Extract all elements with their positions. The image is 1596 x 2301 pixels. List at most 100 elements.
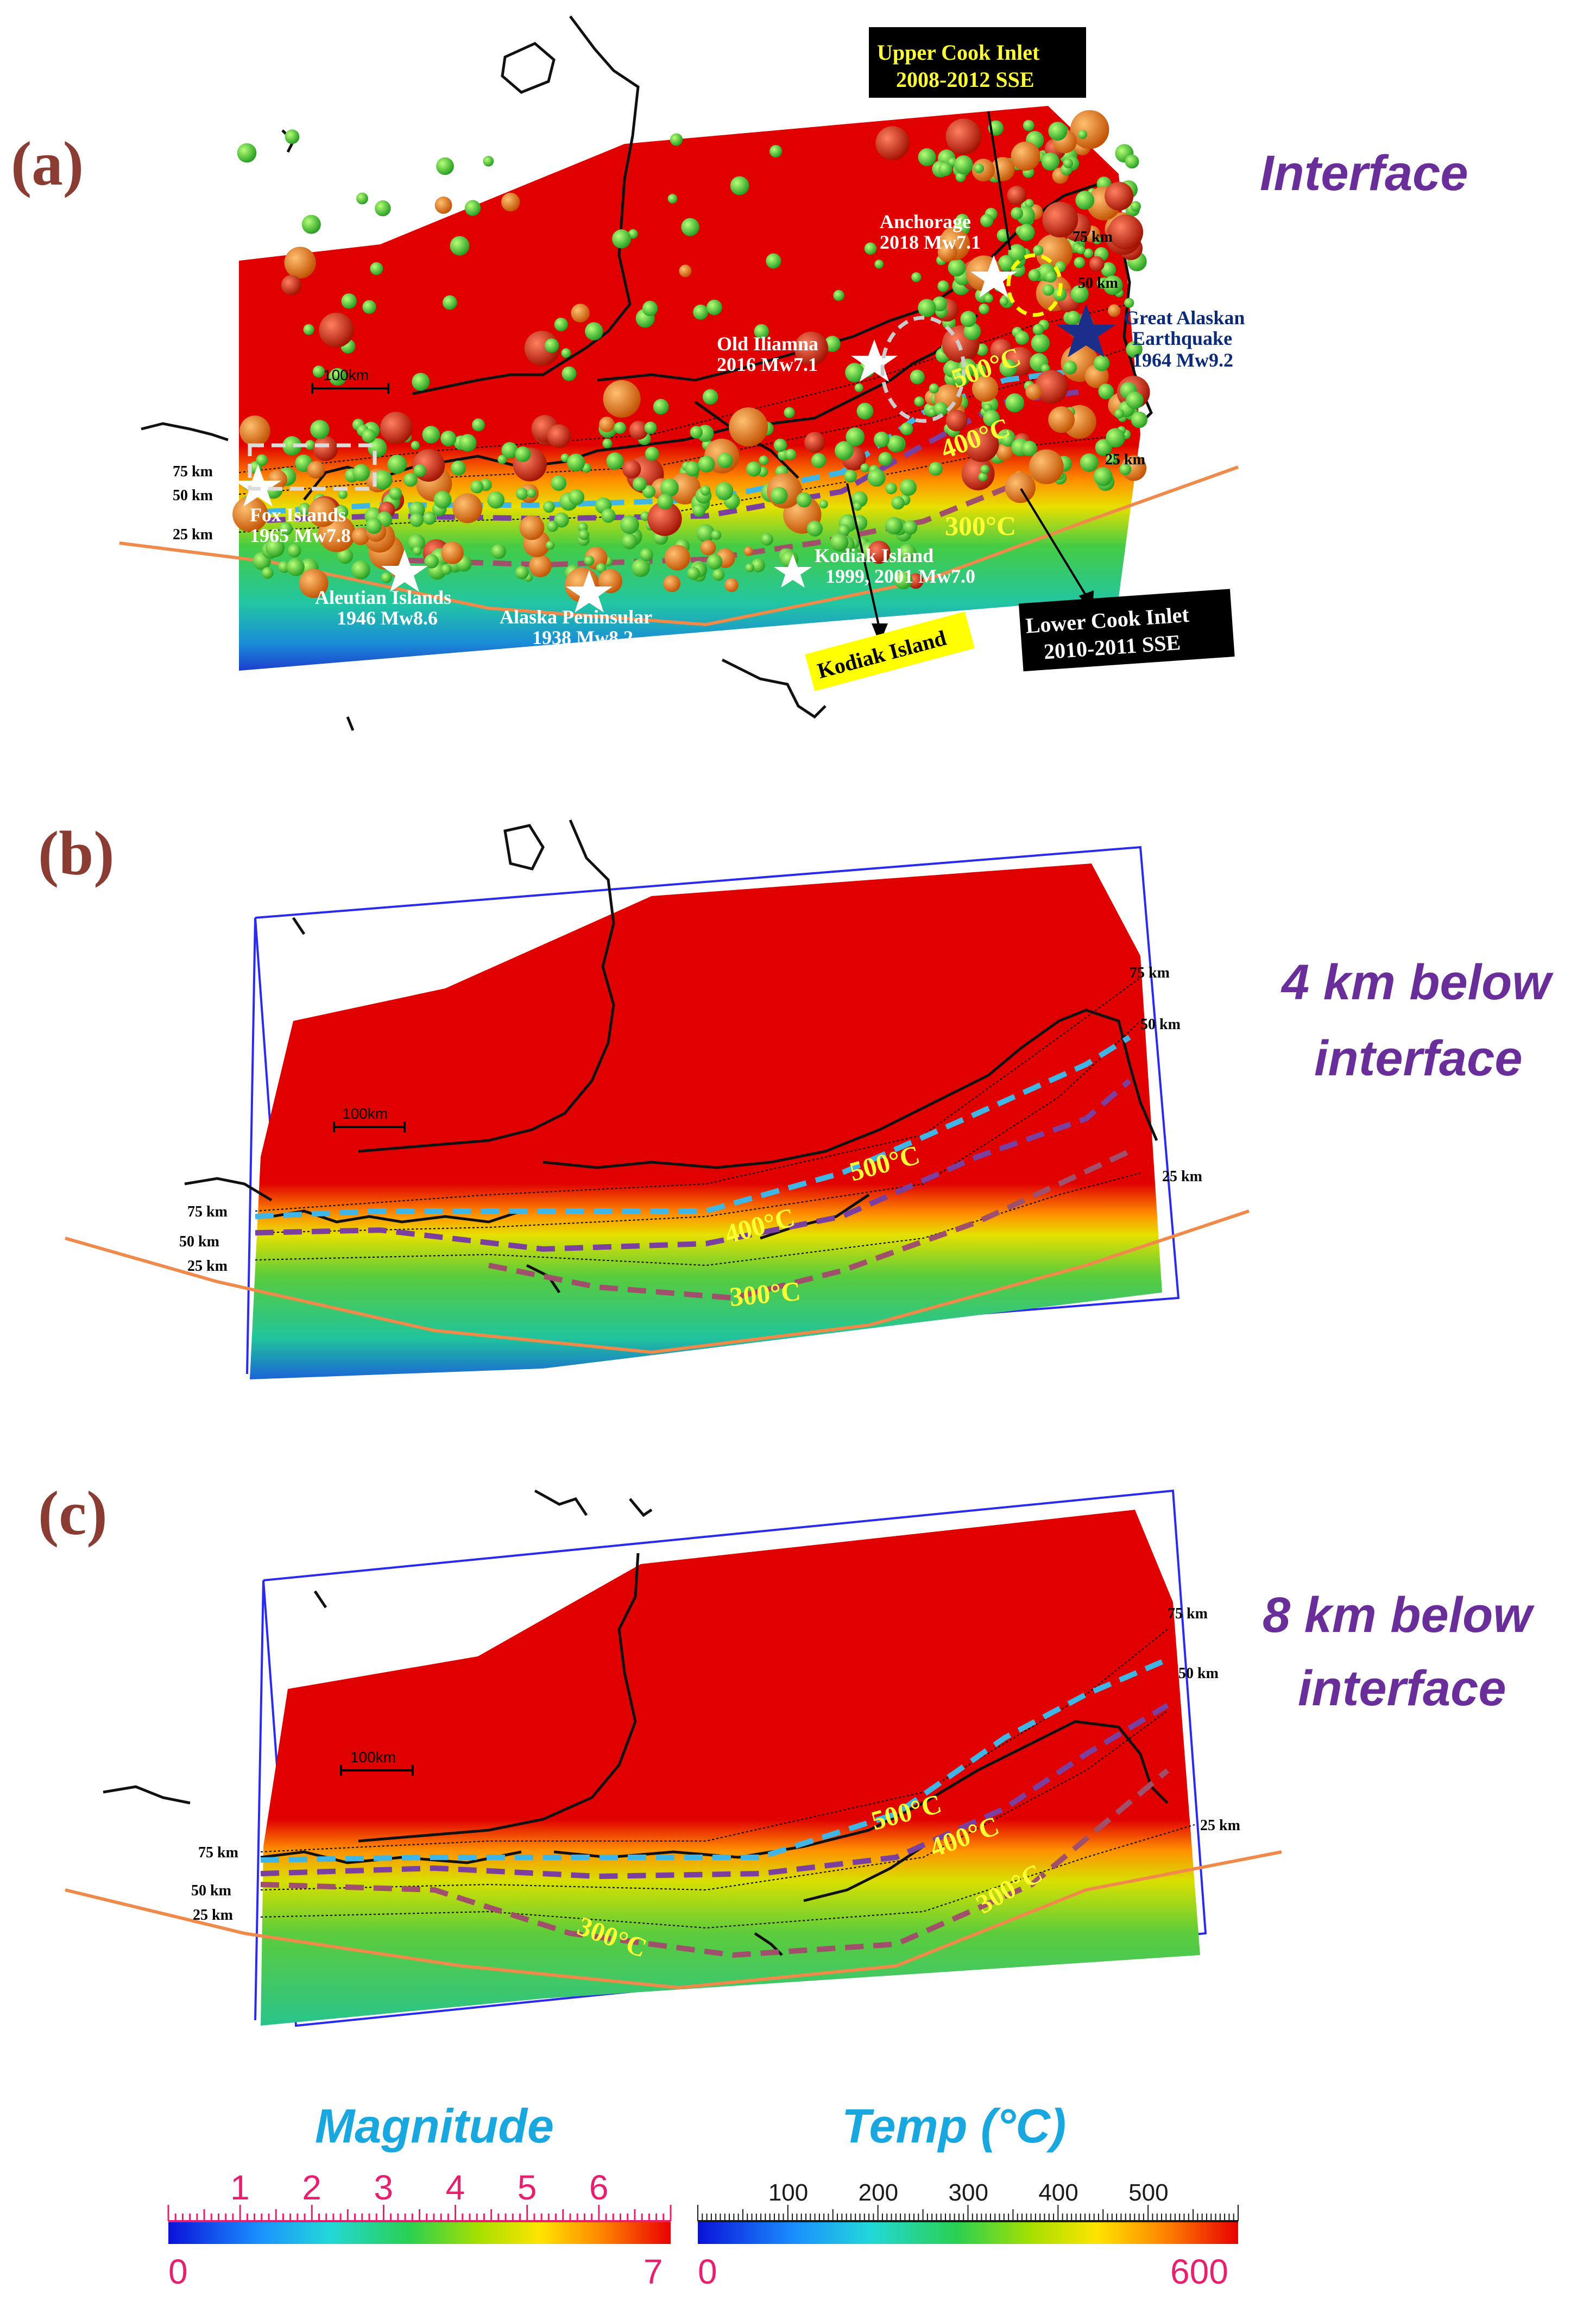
panel-c-title-line2: interface (1298, 1661, 1506, 1716)
earthquake-marker (955, 172, 966, 182)
earthquake-marker (657, 494, 673, 510)
star-great-alaskan (1057, 304, 1115, 357)
isotherm-500-c (260, 1659, 1163, 1863)
earthquake-marker (696, 524, 715, 543)
depth-label-25-b: 25 km (187, 1258, 228, 1275)
earthquake-marker (1018, 224, 1035, 241)
earthquake-marker (1028, 269, 1041, 281)
depth-label-right-75-b: 75 km (1130, 964, 1170, 981)
earthquake-marker (1015, 331, 1029, 345)
event-anchorage-detail: 2018 Mw7.1 (880, 231, 981, 253)
earthquake-marker (999, 359, 1017, 377)
earthquake-marker (743, 546, 753, 556)
earthquake-marker (440, 564, 452, 575)
earthquake-marker (413, 546, 422, 556)
earthquake-marker (903, 520, 918, 534)
earthquake-marker (262, 567, 274, 579)
earthquake-marker (529, 554, 552, 577)
depth-label-right-50-c: 50 km (1178, 1665, 1219, 1682)
earthquake-marker (910, 369, 925, 384)
earthquake-marker (1070, 285, 1089, 303)
isotherm-400-c (260, 1703, 1169, 1880)
earthquake-marker (554, 317, 568, 332)
earthquake-marker (562, 366, 577, 381)
earthquake-marker (1033, 245, 1044, 256)
colorbar-magnitude-gradient (168, 2221, 671, 2244)
earthquake-marker (239, 415, 270, 446)
earthquake-marker (451, 461, 466, 476)
earthquake-marker (560, 453, 570, 463)
earthquake-marker (286, 558, 305, 576)
earthquake-marker (458, 434, 477, 452)
earthquake-marker (996, 443, 1014, 461)
earthquake-marker (310, 420, 330, 439)
event-fox-detail: 1965 Mw7.8 (250, 525, 351, 546)
earthquake-marker (1034, 370, 1069, 404)
depth-label-50-b: 50 km (179, 1233, 219, 1250)
earthquake-marker (642, 300, 658, 317)
earthquake-marker (602, 438, 613, 449)
depth-label-25-c: 25 km (193, 1907, 233, 1924)
earthquake-marker (717, 452, 733, 469)
star-aleutian (381, 550, 428, 592)
earthquake-marker (519, 515, 545, 540)
kodiak-island-tag: Kodiak Island (805, 612, 975, 691)
earthquake-marker (669, 472, 701, 505)
event-fox-name: Fox Islands (250, 504, 346, 526)
earthquake-marker (603, 380, 641, 418)
earthquake-marker (670, 133, 683, 146)
earthquake-marker (724, 578, 739, 592)
earthquake-marker (760, 533, 773, 546)
earthquake-marker (773, 438, 787, 452)
earthquake-marker (301, 215, 321, 234)
earthquake-marker (516, 487, 528, 500)
depth-label-right-75-a: 75 km (1073, 229, 1113, 245)
earthquake-marker (711, 529, 722, 540)
colorbar-temperature-minor-ticks (697, 2205, 1239, 2221)
earthquake-marker (1083, 248, 1094, 259)
earthquake-marker (620, 515, 639, 534)
earthquake-marker (440, 430, 457, 446)
earthquake-marker (653, 399, 669, 415)
earthquake-marker (1029, 449, 1064, 484)
earthquake-marker (874, 260, 884, 269)
colorbar-magnitude-tick-label: 6 (589, 2168, 609, 2207)
earthquake-marker (281, 275, 302, 295)
scale-bar-a: 100km (311, 367, 389, 394)
earthquake-marker (642, 485, 655, 499)
earthquake-marker (796, 492, 812, 508)
earthquake-marker (983, 409, 1000, 427)
earthquake-marker (403, 472, 418, 487)
earthquake-marker (692, 503, 706, 517)
earthquake-marker (1114, 408, 1125, 419)
earthquake-marker (845, 363, 865, 382)
earthquake-marker (1048, 122, 1068, 141)
earthquake-marker (515, 565, 529, 579)
panel-b-title-line1: 4 km below (1280, 955, 1554, 1010)
slab-surface-b (250, 863, 1162, 1379)
earthquake-marker (894, 570, 913, 589)
earthquake-marker (647, 501, 682, 536)
earthquake-marker (900, 479, 917, 496)
earthquake-marker (305, 440, 316, 450)
earthquake-marker (1031, 333, 1050, 352)
earthquake-marker (681, 218, 699, 236)
earthquake-marker (854, 383, 863, 393)
earthquake-marker (875, 126, 910, 160)
trench-b (65, 1209, 1250, 1354)
earthquake-marker (433, 490, 452, 509)
star-kodiak (774, 554, 812, 588)
earthquake-marker (867, 540, 891, 564)
earthquake-marker (885, 482, 897, 494)
earthquake-marker (578, 529, 590, 540)
earthquake-marker (596, 563, 607, 573)
earthquake-marker (838, 524, 850, 537)
earthquake-marker (898, 544, 917, 562)
earthquake-marker (1119, 463, 1132, 475)
earthquake-marker (614, 421, 626, 434)
earthquake-marker (561, 348, 571, 358)
earthquake-marker (830, 533, 849, 552)
earthquake-marker (356, 192, 368, 205)
earthquake-marker (571, 304, 590, 323)
earthquake-marker (312, 365, 325, 378)
